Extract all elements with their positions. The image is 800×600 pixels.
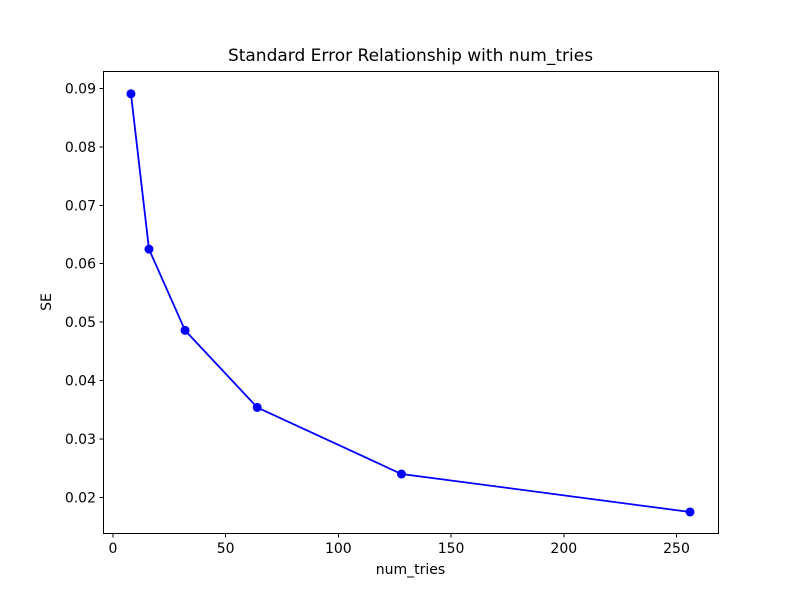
data-point-marker: [126, 89, 136, 99]
y-tick-label: 0.06: [65, 257, 96, 273]
data-point-marker: [144, 244, 154, 254]
data-point-marker: [180, 325, 190, 335]
se-line: [130, 92, 691, 513]
y-tick-label: 0.07: [65, 198, 96, 214]
y-tick-label: 0.03: [65, 432, 96, 448]
y-tick-label: 0.02: [65, 490, 96, 506]
x-tick-label: 100: [325, 541, 352, 557]
chart-title: Standard Error Relationship with num_tri…: [227, 46, 594, 66]
data-point-marker: [252, 402, 262, 412]
axes-spines: [103, 71, 719, 534]
x-tick-label: 50: [217, 541, 235, 557]
y-tick-label: 0.09: [65, 82, 96, 98]
x-tick-label: 200: [550, 541, 577, 557]
x-tick-label: 0: [108, 541, 117, 557]
y-tick-label: 0.08: [65, 140, 96, 156]
x-tick-label: 150: [438, 541, 465, 557]
x-axis-label: num_tries: [375, 562, 446, 578]
y-tick-label: 0.04: [65, 374, 96, 390]
data-point-marker: [685, 507, 695, 517]
y-tick-label: 0.05: [65, 315, 96, 331]
x-tick-label: 250: [663, 541, 690, 557]
data-point-marker: [396, 469, 406, 479]
